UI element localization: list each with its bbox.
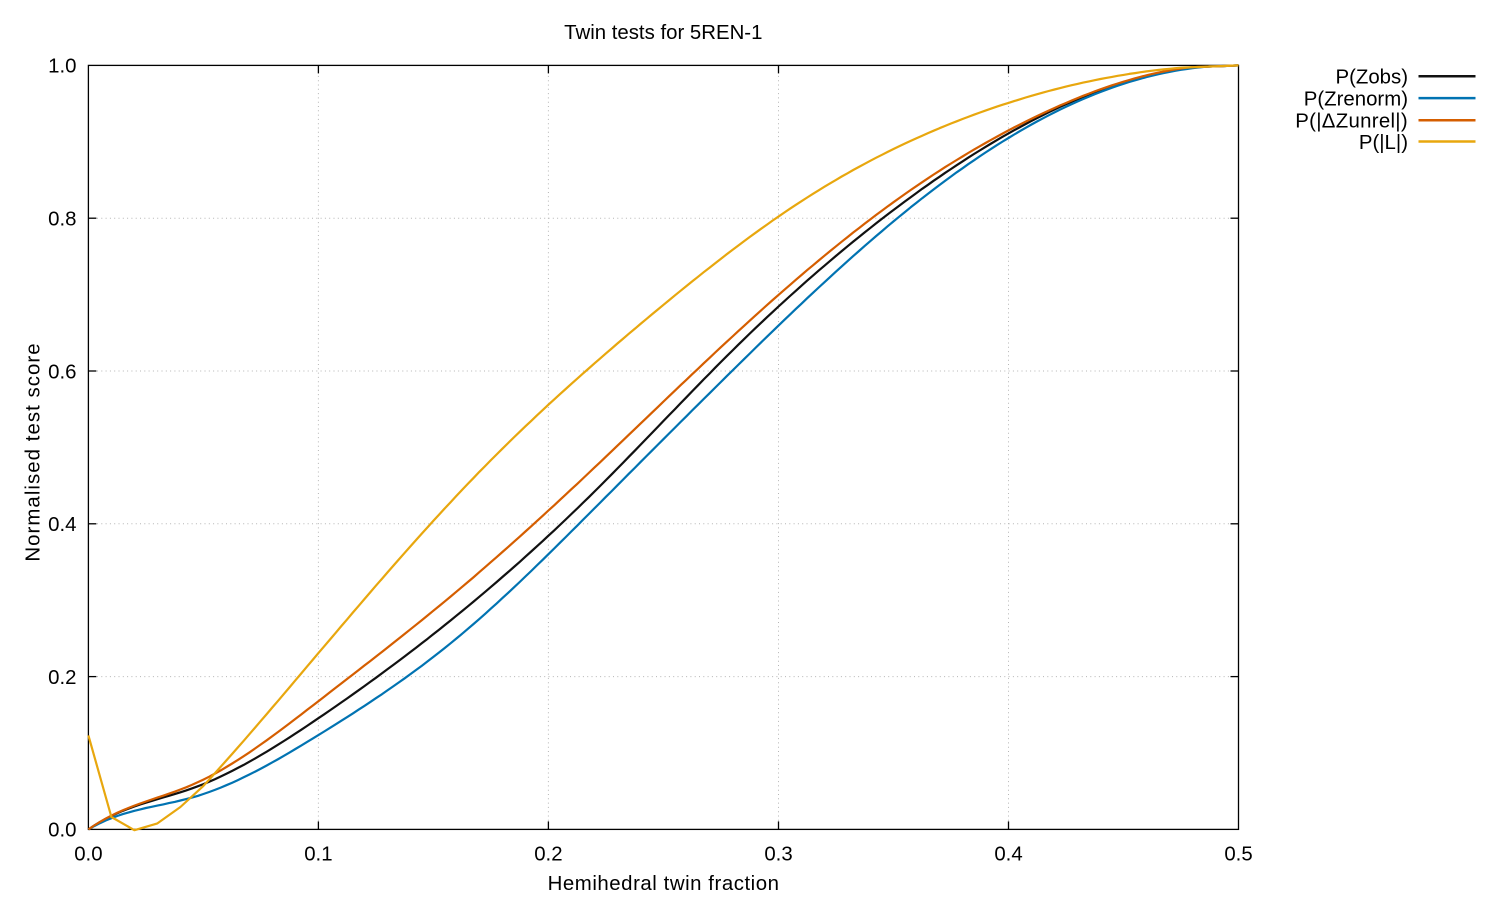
svg-text:0.8: 0.8 (48, 209, 76, 231)
svg-text:P(Zobs): P(Zobs) (1335, 67, 1408, 89)
svg-text:0.1: 0.1 (304, 843, 332, 865)
svg-text:0.3: 0.3 (764, 843, 792, 865)
svg-text:1.0: 1.0 (48, 56, 76, 78)
svg-text:0.2: 0.2 (534, 843, 562, 865)
svg-text:0.4: 0.4 (994, 843, 1022, 865)
svg-text:Hemihedral twin fraction: Hemihedral twin fraction (548, 873, 780, 895)
svg-text:0.0: 0.0 (74, 843, 102, 865)
svg-text:0.6: 0.6 (48, 361, 76, 383)
svg-text:P(|L|): P(|L|) (1359, 132, 1408, 154)
svg-text:P(|ΔZunrel|): P(|ΔZunrel|) (1295, 111, 1408, 133)
svg-text:0.4: 0.4 (48, 514, 76, 536)
svg-text:P(Zrenorm): P(Zrenorm) (1304, 88, 1408, 110)
svg-text:Twin tests for 5REN-1: Twin tests for 5REN-1 (564, 22, 762, 44)
svg-text:Normalised test score: Normalised test score (23, 342, 45, 561)
svg-text:0.5: 0.5 (1224, 843, 1252, 865)
svg-text:0.2: 0.2 (48, 667, 76, 689)
svg-text:0.0: 0.0 (48, 820, 76, 842)
